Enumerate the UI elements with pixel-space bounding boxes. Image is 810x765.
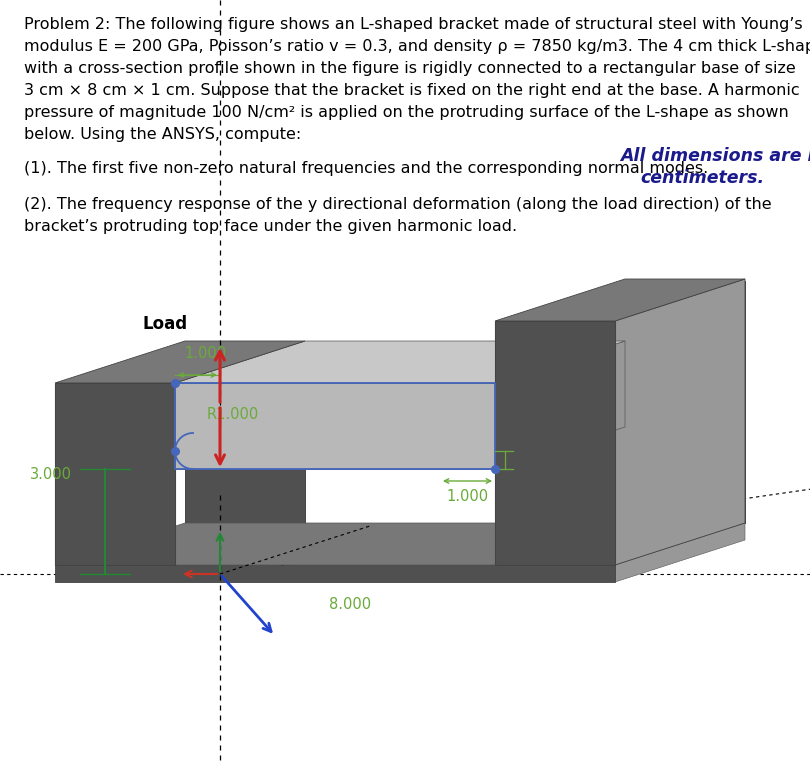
Polygon shape — [615, 279, 745, 565]
Polygon shape — [55, 523, 745, 565]
Text: 1.000: 1.000 — [184, 346, 226, 361]
Text: 8.000: 8.000 — [329, 597, 371, 612]
Text: All dimensions are in: All dimensions are in — [620, 147, 810, 165]
Text: pressure of magnitude 100 N/cm² is applied on the protruding surface of the L-sh: pressure of magnitude 100 N/cm² is appli… — [24, 105, 789, 120]
Polygon shape — [625, 281, 745, 523]
Polygon shape — [55, 565, 615, 582]
Text: (1). The first five non-zero natural frequencies and the corresponding normal mo: (1). The first five non-zero natural fre… — [24, 161, 709, 176]
Polygon shape — [615, 523, 745, 582]
Polygon shape — [185, 341, 305, 523]
Polygon shape — [495, 341, 625, 469]
Text: below. Using the ANSYS, compute:: below. Using the ANSYS, compute: — [24, 127, 301, 142]
Polygon shape — [175, 427, 625, 469]
Text: modulus E = 200 GPa, Poisson’s ratio v = 0.3, and density ρ = 7850 kg/m3. The 4 : modulus E = 200 GPa, Poisson’s ratio v =… — [24, 39, 810, 54]
Text: 3 cm × 8 cm × 1 cm. Suppose that the bracket is fixed on the right end at the ba: 3 cm × 8 cm × 1 cm. Suppose that the bra… — [24, 83, 800, 98]
Text: bracket’s protruding top face under the given harmonic load.: bracket’s protruding top face under the … — [24, 219, 518, 234]
Text: (2). The frequency response of the y directional deformation (along the load dir: (2). The frequency response of the y dir… — [24, 197, 772, 212]
Polygon shape — [495, 279, 745, 321]
Text: Problem 2: The following figure shows an L-shaped bracket made of structural ste: Problem 2: The following figure shows an… — [24, 17, 803, 32]
Polygon shape — [55, 383, 175, 565]
Text: centimeters.: centimeters. — [640, 169, 764, 187]
Polygon shape — [55, 341, 305, 383]
Text: Load: Load — [143, 315, 188, 333]
Polygon shape — [495, 321, 615, 565]
Text: with a cross-section profile shown in the figure is rigidly connected to a recta: with a cross-section profile shown in th… — [24, 61, 796, 76]
Text: 3.000: 3.000 — [30, 467, 72, 481]
Polygon shape — [175, 383, 495, 469]
Text: R1.000: R1.000 — [207, 406, 259, 422]
Text: 1.000: 1.000 — [447, 489, 489, 504]
Polygon shape — [175, 341, 625, 383]
